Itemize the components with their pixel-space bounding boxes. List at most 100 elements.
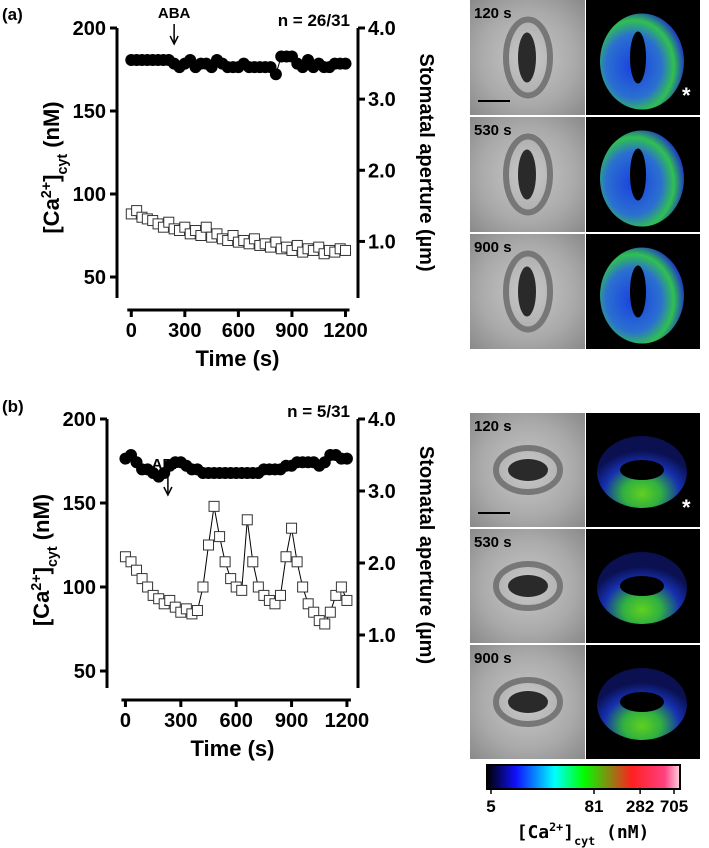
pore: [508, 575, 548, 597]
label-part: ]: [29, 567, 54, 574]
label-part: cyt: [55, 154, 71, 175]
x-axis-label: Time (s): [191, 736, 275, 761]
time-label: 530 s: [474, 534, 512, 551]
point: [319, 618, 331, 630]
fluo-pore: [620, 576, 664, 596]
y-tick-label: 100: [73, 184, 106, 206]
x-tick-label: 0: [120, 710, 131, 732]
y-tick-label: 150: [73, 101, 106, 123]
point: [269, 598, 281, 610]
guard-cells: [503, 133, 553, 216]
point: [197, 581, 209, 593]
x-tick-label: 0: [126, 320, 137, 342]
y2-tick-label: 1.0: [368, 231, 396, 253]
point: [269, 68, 282, 81]
fluo-pore: [620, 692, 664, 712]
point: [308, 606, 320, 618]
fluo-pore: [630, 265, 646, 318]
colorbar-tick-label: 5: [486, 797, 495, 816]
guard-cells: [493, 445, 563, 495]
point: [131, 564, 143, 576]
asterisk: *: [682, 83, 691, 108]
point: [136, 573, 148, 585]
time-label: 120 s: [474, 5, 512, 22]
y2-axis-label: Stomatal aperture (µm): [415, 53, 437, 271]
annotation: n = 26/31: [278, 11, 350, 30]
guard-cells: [493, 677, 563, 727]
x-tick-label: 1200: [325, 710, 370, 732]
point: [200, 221, 212, 233]
guard-cells: [503, 250, 553, 333]
axis-label: [Ca2+]cyt (nM): [517, 820, 650, 848]
point: [236, 584, 248, 596]
time-label: 530 s: [474, 122, 512, 139]
pore: [518, 266, 536, 317]
point: [241, 514, 253, 526]
y2-tick-label: 4.0: [368, 409, 396, 431]
pore: [518, 149, 536, 200]
point: [125, 556, 137, 568]
label-part: ]: [563, 822, 574, 843]
time-label: 900 s: [474, 650, 512, 667]
y-tick-label: 100: [63, 577, 96, 599]
x-tick-label: 300: [164, 710, 197, 732]
asterisk: *: [682, 495, 691, 520]
label-part: [Ca: [517, 822, 550, 843]
point: [340, 452, 353, 465]
x-tick-label: 900: [275, 320, 308, 342]
time-label: 900 s: [474, 239, 512, 256]
label-part: [Ca: [29, 590, 54, 626]
point: [252, 581, 264, 593]
point: [339, 57, 352, 70]
label-part: [Ca: [39, 197, 64, 233]
fluo-pore: [630, 31, 646, 84]
annotation: ABA: [158, 5, 191, 22]
point: [335, 581, 347, 593]
y-tick-label: 150: [63, 493, 96, 515]
colorbar-tick-label: 81: [585, 797, 604, 816]
point: [219, 556, 231, 568]
panel-label: (a): [2, 5, 23, 24]
y2-axis-label: Stomatal aperture (µm): [415, 446, 437, 664]
label-part: cyt: [574, 834, 595, 848]
y2-tick-label: 4.0: [368, 18, 396, 40]
point: [203, 539, 215, 551]
colorbar-tick-label: 282: [626, 797, 654, 816]
point: [280, 551, 292, 563]
panel-label: (b): [2, 397, 24, 416]
annotation: n = 5/31: [287, 402, 350, 421]
fluo-pore: [620, 460, 664, 480]
point: [341, 594, 353, 606]
point: [291, 556, 303, 568]
colorbar: [486, 764, 681, 790]
y-tick-label: 50: [74, 661, 96, 683]
x-tick-label: 900: [275, 710, 308, 732]
point: [247, 556, 259, 568]
label-part: (nM): [29, 494, 54, 547]
point: [330, 589, 342, 601]
colorbar-tick-label: 705: [660, 797, 688, 816]
point: [142, 581, 154, 593]
y2-tick-label: 1.0: [368, 625, 396, 647]
pore: [508, 691, 548, 713]
y2-tick-label: 3.0: [368, 89, 396, 111]
axis-label: [Ca2+]cyt (nM): [29, 494, 61, 626]
x-tick-label: 600: [220, 710, 253, 732]
x-axis-label: Time (s): [196, 346, 280, 371]
label-part: cyt: [45, 546, 61, 567]
pore: [508, 459, 548, 481]
x-tick-label: 1200: [323, 320, 368, 342]
point: [164, 594, 176, 606]
series-line: [125, 506, 348, 625]
fluo-pore: [630, 148, 646, 201]
point: [302, 598, 314, 610]
label-part: (nM): [39, 101, 64, 154]
point: [297, 581, 309, 593]
point: [225, 573, 237, 585]
time-label: 120 s: [474, 418, 512, 435]
guard-cells: [503, 16, 553, 99]
arrow-head: [163, 486, 173, 497]
y2-tick-label: 3.0: [368, 481, 396, 503]
point: [340, 244, 352, 256]
